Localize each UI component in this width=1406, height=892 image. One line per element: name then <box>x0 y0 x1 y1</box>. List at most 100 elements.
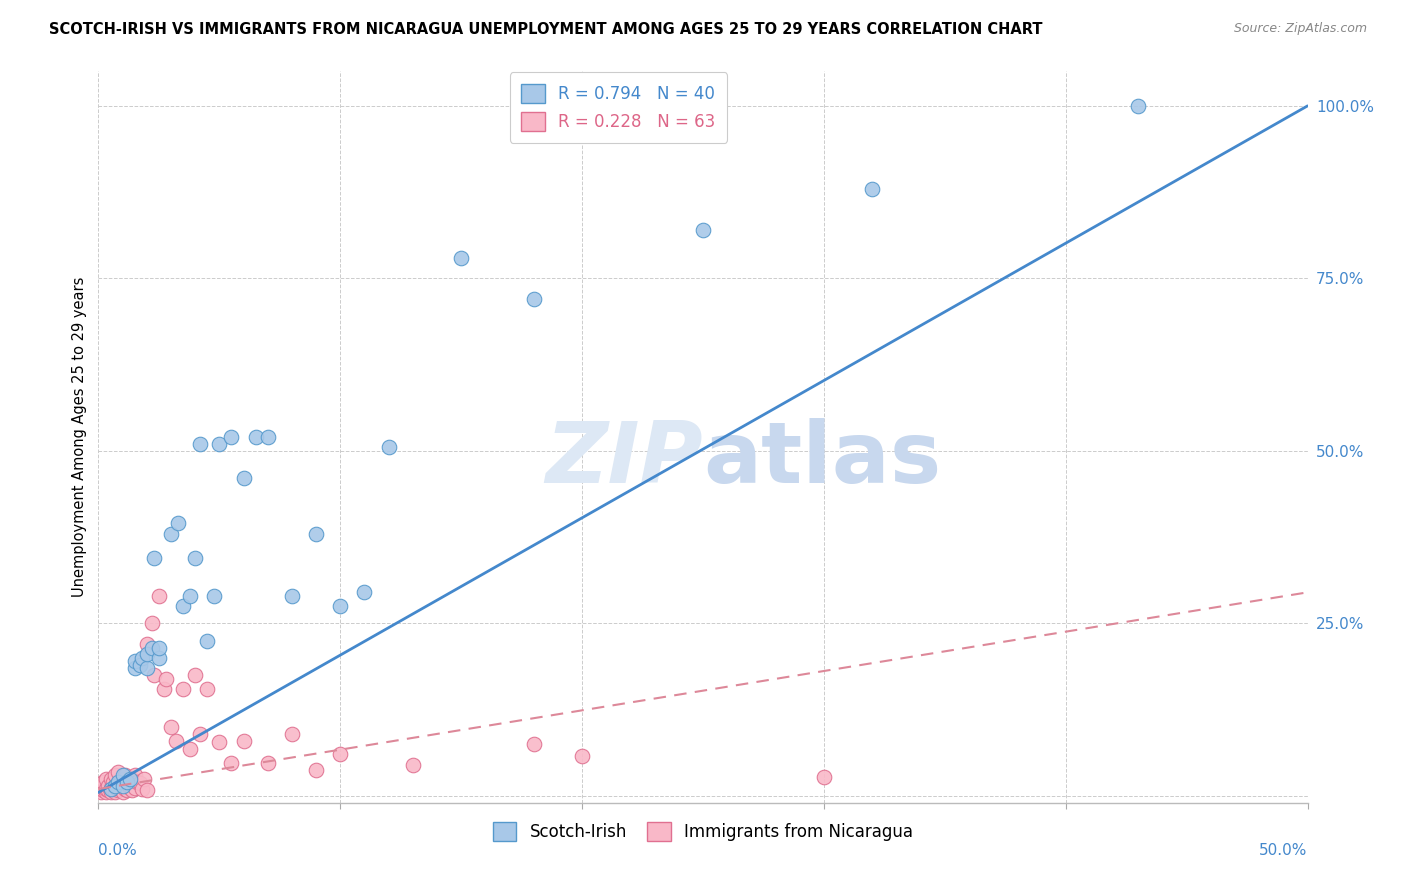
Point <box>117 783 139 797</box>
Point <box>128 776 150 790</box>
Point <box>118 772 141 786</box>
Point <box>114 782 136 797</box>
Text: atlas: atlas <box>703 417 941 500</box>
Point <box>107 775 129 789</box>
Point <box>208 437 231 451</box>
Point <box>91 783 114 797</box>
Point <box>124 768 146 782</box>
Point <box>245 430 267 444</box>
Point <box>111 779 134 793</box>
Point <box>1128 99 1150 113</box>
Point <box>111 779 134 793</box>
Point <box>127 775 149 789</box>
Point <box>523 737 546 751</box>
Point <box>377 441 399 455</box>
Point <box>104 779 127 793</box>
Point <box>111 785 134 799</box>
Text: 50.0%: 50.0% <box>1260 843 1308 858</box>
Point <box>148 651 170 665</box>
Point <box>94 785 117 799</box>
Point <box>94 772 117 786</box>
Point <box>100 772 122 786</box>
Text: 0.0%: 0.0% <box>98 843 138 858</box>
Point <box>100 782 122 797</box>
Point <box>208 735 231 749</box>
Point <box>571 748 593 763</box>
Point <box>131 651 153 665</box>
Point <box>101 775 124 789</box>
Point <box>160 526 183 541</box>
Point <box>155 672 177 686</box>
Point <box>221 430 243 444</box>
Point <box>353 585 375 599</box>
Point <box>450 251 472 265</box>
Point <box>148 589 170 603</box>
Point <box>172 599 194 614</box>
Point <box>135 661 157 675</box>
Point <box>188 437 211 451</box>
Point <box>813 770 835 784</box>
Point <box>90 785 112 799</box>
Point <box>305 526 328 541</box>
Point <box>124 661 146 675</box>
Point <box>128 657 150 672</box>
Point <box>184 550 207 565</box>
Point <box>100 785 122 799</box>
Point <box>860 182 883 196</box>
Text: ZIP: ZIP <box>546 417 703 500</box>
Point <box>121 772 143 786</box>
Legend: Scotch-Irish, Immigrants from Nicaragua: Scotch-Irish, Immigrants from Nicaragua <box>485 814 921 849</box>
Point <box>232 471 254 485</box>
Y-axis label: Unemployment Among Ages 25 to 29 years: Unemployment Among Ages 25 to 29 years <box>72 277 87 598</box>
Point <box>117 775 139 789</box>
Point <box>104 785 127 799</box>
Point <box>195 633 218 648</box>
Point <box>111 768 134 782</box>
Point <box>152 681 174 696</box>
Point <box>141 616 163 631</box>
Point <box>143 550 166 565</box>
Point <box>111 772 134 786</box>
Point <box>121 783 143 797</box>
Point <box>256 756 278 770</box>
Point <box>184 668 207 682</box>
Point <box>143 668 166 682</box>
Point <box>221 756 243 770</box>
Point <box>523 292 546 306</box>
Point <box>232 733 254 747</box>
Point <box>256 430 278 444</box>
Point <box>131 782 153 797</box>
Point <box>329 599 352 614</box>
Point <box>135 648 157 662</box>
Point <box>114 768 136 782</box>
Point <box>91 775 114 789</box>
Text: SCOTCH-IRISH VS IMMIGRANTS FROM NICARAGUA UNEMPLOYMENT AMONG AGES 25 TO 29 YEARS: SCOTCH-IRISH VS IMMIGRANTS FROM NICARAGU… <box>49 22 1043 37</box>
Point <box>148 640 170 655</box>
Point <box>117 776 139 790</box>
Point <box>329 747 352 762</box>
Point <box>179 589 201 603</box>
Point <box>195 681 218 696</box>
Point <box>134 772 156 786</box>
Point <box>281 589 304 603</box>
Point <box>305 763 328 777</box>
Text: Source: ZipAtlas.com: Source: ZipAtlas.com <box>1233 22 1367 36</box>
Point <box>204 589 226 603</box>
Point <box>135 783 157 797</box>
Point <box>94 782 117 797</box>
Point <box>160 720 183 734</box>
Point <box>165 733 187 747</box>
Point <box>107 783 129 797</box>
Point <box>167 516 190 531</box>
Point <box>172 681 194 696</box>
Point <box>692 223 714 237</box>
Point <box>97 783 120 797</box>
Point <box>188 727 211 741</box>
Point <box>118 780 141 795</box>
Point <box>107 776 129 790</box>
Point <box>107 764 129 779</box>
Point <box>141 640 163 655</box>
Point <box>108 782 131 797</box>
Point <box>101 783 124 797</box>
Point <box>118 773 141 788</box>
